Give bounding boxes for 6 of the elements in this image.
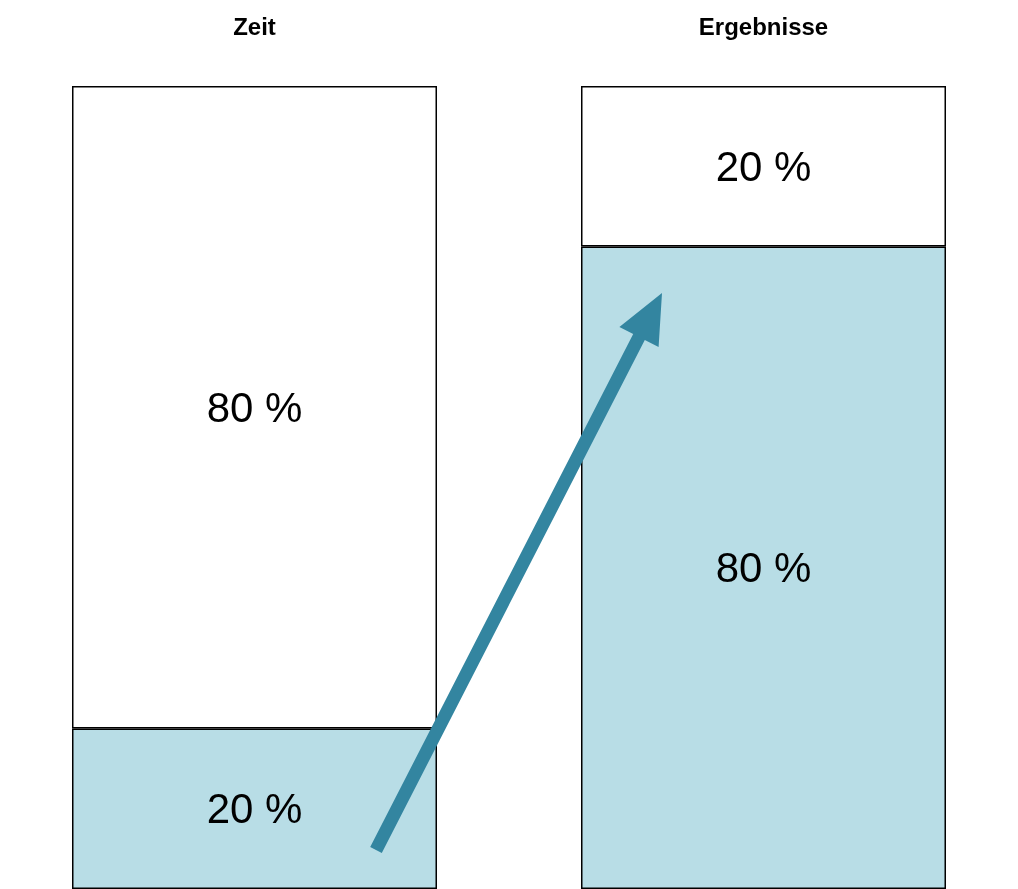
x-tick-label: Zeit bbox=[233, 12, 276, 40]
data-label: 80 % bbox=[715, 544, 812, 592]
x-tick-label: Ergebnisse bbox=[698, 12, 829, 40]
data-label: 20 % bbox=[206, 785, 303, 833]
data-label: 20 % bbox=[715, 142, 812, 190]
data-label: 80 % bbox=[206, 383, 303, 431]
